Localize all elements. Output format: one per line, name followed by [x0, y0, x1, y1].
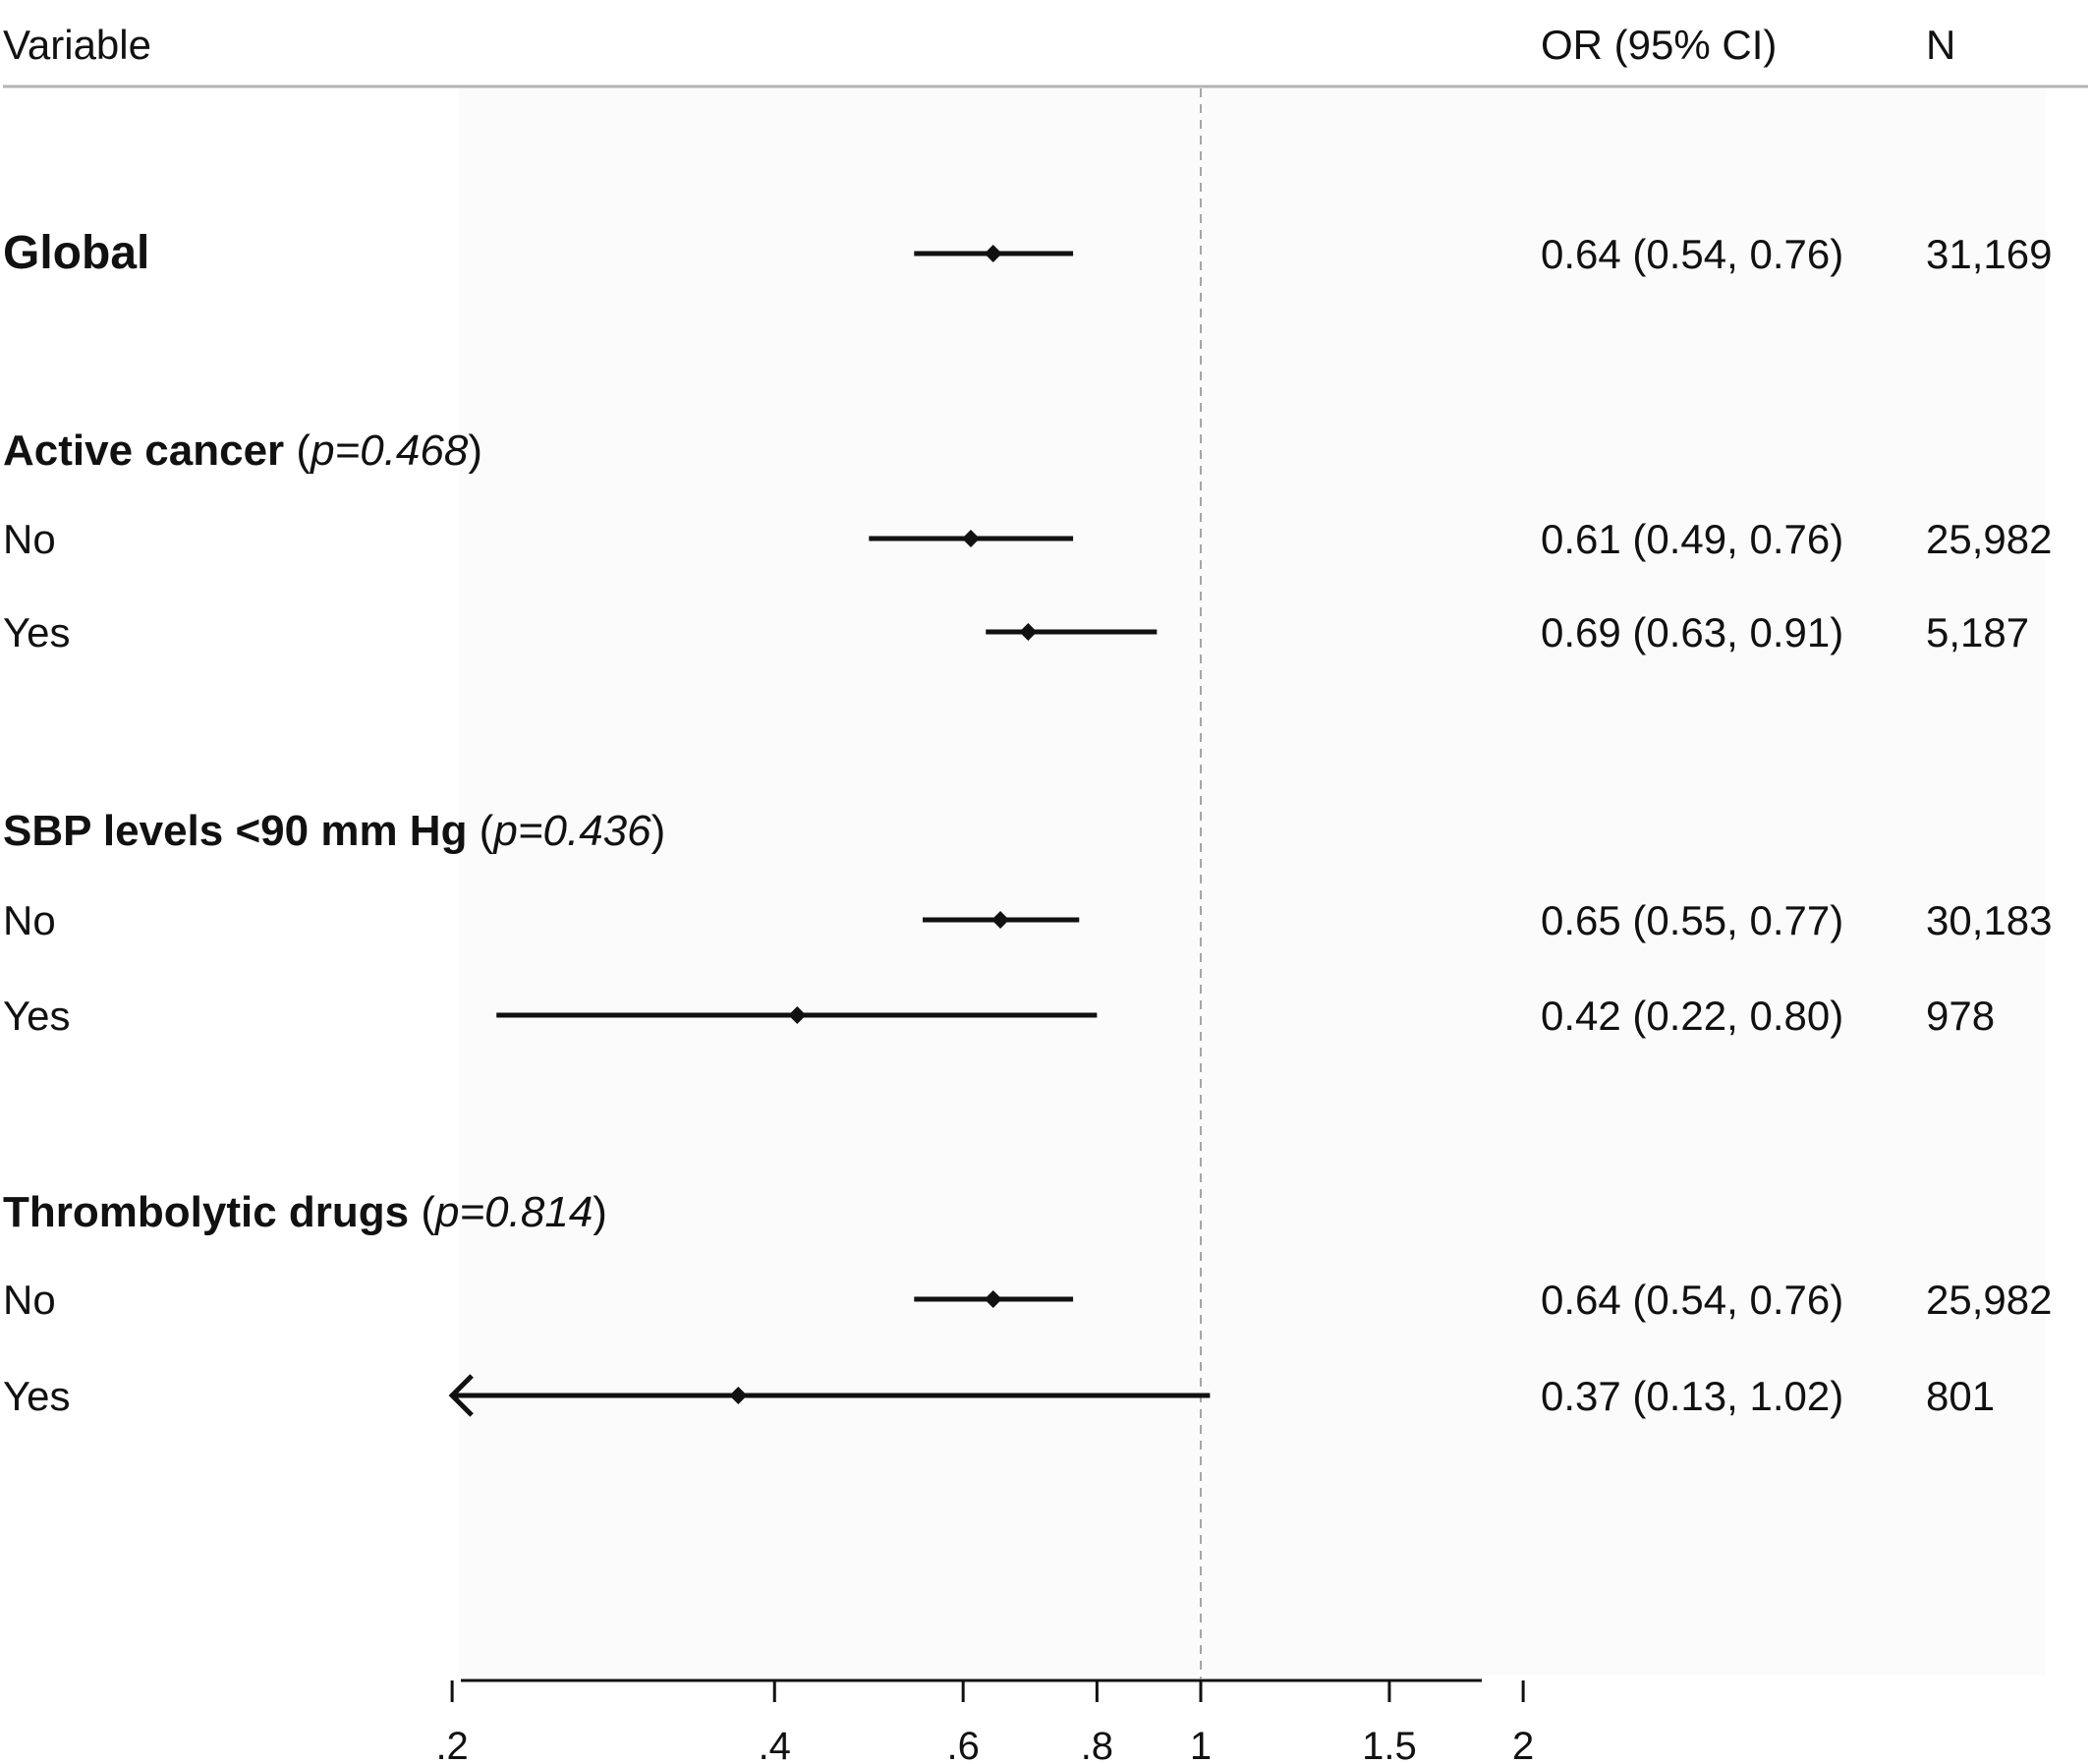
subgroup-label: No	[3, 516, 56, 562]
p-close-paren: )	[468, 427, 482, 475]
x-tick-label: .2	[435, 1725, 468, 1764]
group-label: Thrombolytic drugs (p=0.814)	[3, 1188, 607, 1236]
group-label: Active cancer (p=0.468)	[3, 427, 482, 475]
p-open-paren: (	[284, 427, 311, 475]
plot-panel	[459, 88, 2046, 1676]
x-tick-label: 1	[1190, 1725, 1212, 1764]
point-estimate-marker	[729, 1387, 748, 1404]
p-open-paren: (	[409, 1188, 435, 1236]
subgroup-label: No	[3, 1277, 56, 1323]
subgroup-label: No	[3, 897, 56, 943]
p-close-paren: )	[593, 1188, 607, 1236]
point-estimate-marker	[1019, 623, 1038, 641]
or-ci-value: 0.64 (0.54, 0.76)	[1541, 1277, 1843, 1323]
n-value: 25,982	[1926, 516, 2052, 562]
subgroup-label: Yes	[3, 993, 71, 1039]
p-value: p=0.436	[491, 807, 651, 855]
header-variable: Variable	[3, 22, 151, 68]
or-ci-value: 0.65 (0.55, 0.77)	[1541, 897, 1843, 943]
subgroup-label: Yes	[3, 609, 71, 655]
header-n: N	[1926, 22, 1955, 68]
point-estimate-marker	[788, 1006, 807, 1024]
point-estimate-marker	[984, 1290, 1002, 1308]
x-tick-label: 1.5	[1362, 1725, 1417, 1764]
x-tick-label: 2	[1512, 1725, 1534, 1764]
or-ci-value: 0.69 (0.63, 0.91)	[1541, 609, 1843, 655]
header-or-ci: OR (95% CI)	[1541, 22, 1777, 68]
group-label: SBP levels <90 mm Hg (p=0.436)	[3, 807, 665, 855]
forest-rows: Global 0.64 (0.54, 0.76) 31,169 Active canc…	[3, 227, 2052, 1419]
or-ci-value: 0.64 (0.54, 0.76)	[1541, 231, 1843, 277]
n-value: 5,187	[1926, 609, 2029, 655]
group-name: Thrombolytic drugs	[3, 1188, 409, 1236]
point-estimate-marker	[962, 530, 981, 547]
x-tick-label: .8	[1081, 1725, 1113, 1764]
group-name: Active cancer	[3, 427, 284, 475]
n-value: 801	[1926, 1373, 1995, 1419]
p-open-paren: (	[467, 807, 493, 855]
ci-truncation-arrow	[448, 1374, 474, 1417]
x-tick-label: .6	[947, 1725, 980, 1764]
or-ci-value: 0.42 (0.22, 0.80)	[1541, 993, 1843, 1039]
or-ci-value: 0.37 (0.13, 1.02)	[1541, 1373, 1843, 1419]
or-ci-value: 0.61 (0.49, 0.76)	[1541, 516, 1843, 562]
p-value: p=0.814	[433, 1188, 593, 1236]
p-value: p=0.468	[309, 427, 469, 475]
point-estimate-marker	[991, 911, 1010, 929]
x-axis-ticks: .2 .4 .6 .8 1 1.5 2	[435, 1680, 1534, 1764]
group-name: SBP levels <90 mm Hg	[3, 807, 467, 855]
subgroup-label: Yes	[3, 1373, 71, 1419]
n-value: 978	[1926, 993, 1995, 1039]
n-value: 30,183	[1926, 897, 2052, 943]
global-label: Global	[3, 227, 149, 279]
point-estimate-marker	[984, 245, 1002, 262]
n-value: 25,982	[1926, 1277, 2052, 1323]
x-tick-label: .4	[759, 1725, 791, 1764]
n-value: 31,169	[1926, 231, 2052, 277]
p-close-paren: )	[651, 807, 666, 855]
